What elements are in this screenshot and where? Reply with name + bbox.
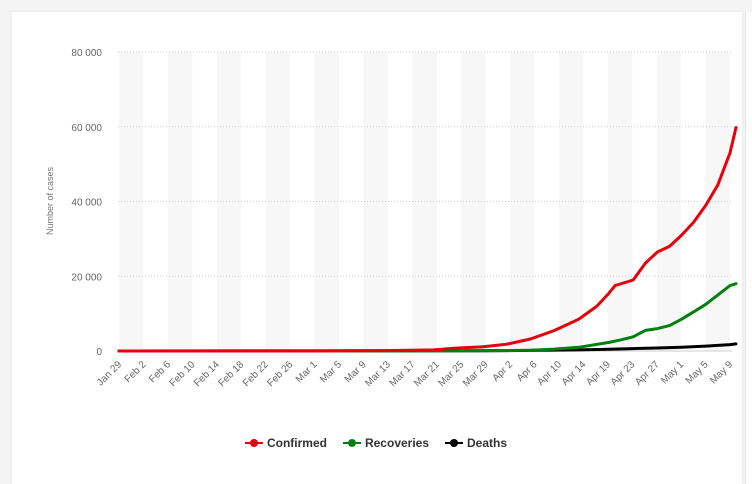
x-tick-label: Mar 21 <box>412 359 442 389</box>
x-tick-label: May 5 <box>684 359 711 386</box>
legend-item-confirmed[interactable]: Confirmed <box>244 436 327 450</box>
x-tick-label: Apr 14 <box>560 359 589 388</box>
legend-swatch <box>244 438 263 448</box>
x-tick-label: Feb 26 <box>265 359 295 389</box>
legend-item-recoveries[interactable]: Recoveries <box>342 436 430 450</box>
x-tick-label: Jan 29 <box>95 359 124 388</box>
x-tick-label: Apr 23 <box>609 359 638 388</box>
x-tick-label: Feb 18 <box>217 359 247 389</box>
x-tick-label: Apr 27 <box>633 359 662 388</box>
x-tick-label: Feb 2 <box>123 359 149 385</box>
legend-label: Recoveries <box>364 436 430 450</box>
legend-swatch <box>342 438 361 448</box>
y-axis-label: Number of cases <box>45 166 55 235</box>
x-tick-label: Apr 19 <box>584 359 613 388</box>
x-tick-label: Mar 1 <box>294 359 320 385</box>
legend-label: Confirmed <box>266 436 327 450</box>
y-tick-label: 20 000 <box>71 272 102 283</box>
grid-band <box>314 52 339 351</box>
side-panel-edge <box>745 12 752 484</box>
y-tick-label: 60 000 <box>71 123 102 134</box>
x-tick-label: Mar 17 <box>388 359 418 389</box>
y-tick-label: 80 000 <box>71 48 102 59</box>
x-tick-label: Feb 10 <box>168 359 198 389</box>
grid-band <box>167 52 193 351</box>
x-tick-label: Feb 14 <box>192 359 222 389</box>
legend-item-deaths[interactable]: Deaths <box>445 436 507 450</box>
x-tick-label: Apr 2 <box>490 359 515 384</box>
x-tick-label: Mar 25 <box>436 359 466 389</box>
y-tick-label: 0 <box>96 347 102 358</box>
grid-band <box>510 52 535 351</box>
x-tick-label: Mar 29 <box>461 359 491 389</box>
series-line-recoveries <box>117 282 738 353</box>
legend-label: Deaths <box>467 436 508 450</box>
grid-band <box>656 52 682 351</box>
x-tick-label: May 9 <box>708 359 735 386</box>
x-tick-label: Apr 10 <box>535 359 564 388</box>
x-tick-label: Mar 5 <box>318 359 344 385</box>
legend: Confirmed Recoveries Deaths <box>0 436 752 450</box>
legend-swatch <box>445 438 464 448</box>
x-tick-label: May 1 <box>659 359 686 386</box>
x-tick-label: Feb 22 <box>241 359 271 389</box>
y-tick-label: 40 000 <box>71 198 102 209</box>
x-tick-label: Mar 13 <box>363 359 393 389</box>
series-line-confirmed <box>117 126 738 353</box>
